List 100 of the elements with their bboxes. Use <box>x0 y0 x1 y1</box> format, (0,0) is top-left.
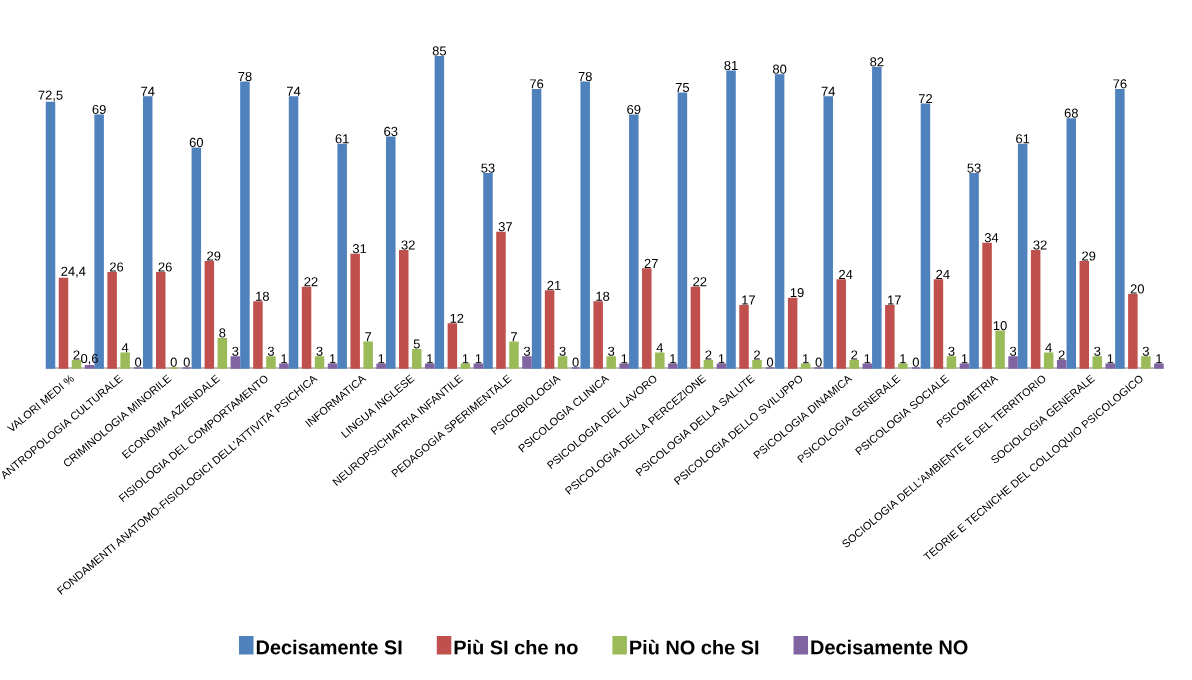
bar <box>1115 88 1125 369</box>
data-label: 1 <box>462 354 469 364</box>
bar <box>460 363 471 369</box>
bar <box>969 173 979 369</box>
data-label: 26 <box>158 262 172 272</box>
bar <box>337 143 347 369</box>
bar <box>800 363 811 369</box>
bar <box>668 363 678 369</box>
bar <box>703 359 714 369</box>
data-label: 3 <box>267 346 274 356</box>
legend-label: Decisamente SI <box>256 639 402 655</box>
data-label: 0 <box>766 357 774 367</box>
data-label: 32 <box>401 240 415 250</box>
bar <box>836 279 846 369</box>
bar <box>1030 250 1041 369</box>
bar <box>531 88 542 369</box>
data-label: 74 <box>141 86 155 96</box>
data-label: 3 <box>316 346 323 356</box>
data-label: 1 <box>1107 354 1114 364</box>
data-label: 80 <box>772 64 787 74</box>
data-label: 31 <box>352 244 367 254</box>
data-label: 0 <box>572 357 579 367</box>
bar <box>230 356 241 369</box>
data-label: 1 <box>281 354 287 364</box>
bar <box>155 272 166 369</box>
bar <box>1043 352 1054 369</box>
data-label: 18 <box>256 291 269 301</box>
data-label: 53 <box>481 163 495 173</box>
bar <box>350 253 360 369</box>
data-label: 22 <box>693 277 707 287</box>
data-label: 12 <box>450 313 464 323</box>
data-label: 21 <box>547 280 561 290</box>
bar <box>314 356 325 369</box>
data-label: 22 <box>304 277 318 287</box>
bar <box>823 96 833 369</box>
bar <box>690 286 701 369</box>
data-label: 82 <box>870 57 884 67</box>
bar <box>1066 118 1077 369</box>
data-label: 3 <box>523 346 531 356</box>
bar <box>1128 293 1138 369</box>
bar <box>946 356 957 369</box>
data-label: 78 <box>578 71 592 82</box>
bar <box>557 356 568 369</box>
data-label: 0 <box>135 357 142 367</box>
bar <box>593 301 603 369</box>
data-label: 72,5 <box>38 90 63 102</box>
bar <box>509 341 519 369</box>
data-label: 1 <box>427 354 433 364</box>
data-label: 2 <box>705 350 712 360</box>
bar <box>483 173 493 369</box>
data-label: 69 <box>92 104 106 115</box>
bar <box>752 359 762 369</box>
data-label: 74 <box>821 86 836 96</box>
data-label: 24 <box>936 269 950 279</box>
data-label: 29 <box>1082 251 1096 261</box>
bar <box>142 96 153 369</box>
data-label: 85 <box>432 46 447 56</box>
data-label: 1 <box>670 354 676 364</box>
data-label: 1 <box>621 354 628 364</box>
bar <box>629 114 639 369</box>
bar <box>288 96 299 369</box>
bar <box>1056 359 1067 369</box>
data-label: 3 <box>1094 346 1101 356</box>
bar <box>107 272 117 369</box>
bar <box>434 55 445 369</box>
bar <box>279 363 289 369</box>
data-label: 78 <box>238 71 252 82</box>
data-label: 7 <box>365 332 372 342</box>
data-label: 27 <box>644 258 658 268</box>
bar <box>726 70 736 369</box>
bar <box>1154 363 1164 369</box>
bar <box>217 337 228 369</box>
legend-label: Più SI che no <box>454 639 578 655</box>
bar <box>522 356 532 369</box>
bar <box>898 363 908 369</box>
bar <box>386 136 396 369</box>
data-label: 3 <box>232 346 239 356</box>
data-label: 3 <box>1009 346 1017 356</box>
bar <box>716 363 727 369</box>
data-label: 3 <box>948 346 955 356</box>
data-label: 0 <box>183 357 190 367</box>
data-label: 3 <box>1142 346 1149 356</box>
legend-label: Decisamente NO <box>811 639 968 655</box>
bar <box>327 363 338 369</box>
data-label: 75 <box>675 83 690 93</box>
bar <box>399 250 409 369</box>
bar <box>739 304 749 369</box>
data-label: 60 <box>189 137 204 148</box>
bar <box>920 103 931 369</box>
data-label: 19 <box>790 288 804 298</box>
bar <box>120 352 130 369</box>
data-label: 2 <box>73 350 80 360</box>
bar <box>580 81 590 369</box>
bar <box>862 363 872 369</box>
data-label: 63 <box>384 126 398 137</box>
bar <box>1079 261 1090 369</box>
bar <box>447 323 458 369</box>
data-label: 17 <box>888 295 901 305</box>
bar <box>544 290 555 369</box>
bar <box>642 268 652 369</box>
